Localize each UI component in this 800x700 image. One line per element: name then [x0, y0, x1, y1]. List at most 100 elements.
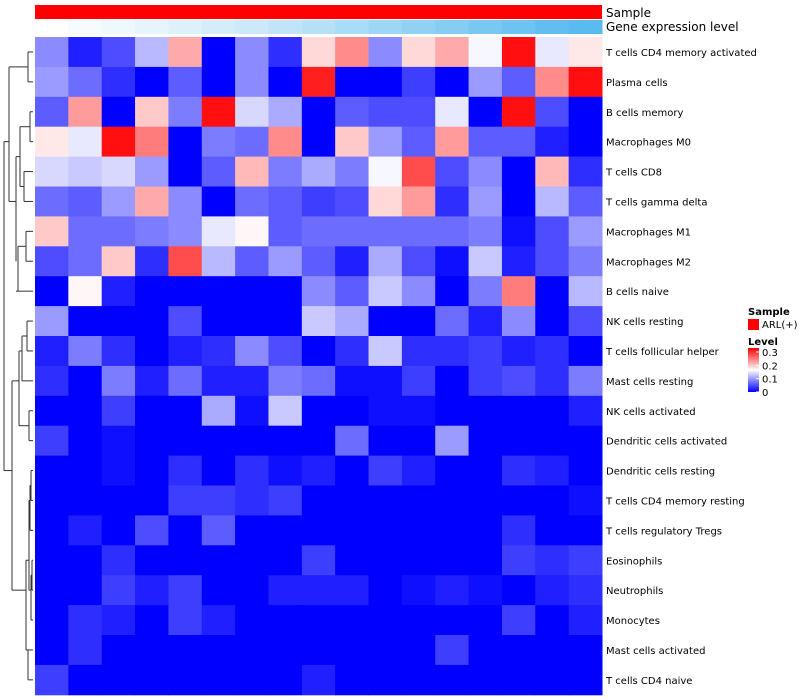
heatmap-cell [168, 156, 203, 187]
heatmap-cell [201, 664, 236, 696]
heatmap-cell [135, 96, 169, 128]
heatmap-cell [568, 455, 603, 486]
heatmap-cell [235, 96, 269, 128]
heatmap-cell [468, 306, 503, 337]
heatmap-cell [568, 575, 603, 606]
heatmap-cell [535, 246, 570, 277]
heatmap-cell [468, 605, 503, 636]
gene-bar-segment [501, 20, 536, 34]
heatmap-cell [401, 545, 436, 576]
heatmap-cell [335, 246, 370, 277]
heatmap-cell [135, 246, 169, 277]
heatmap-cell [535, 96, 570, 128]
heatmap-cell [68, 545, 103, 576]
row-label: T cells CD4 memory resting [605, 496, 745, 507]
heatmap-cell [501, 126, 536, 158]
heatmap-cell [535, 336, 570, 367]
heatmap-cell [301, 156, 336, 187]
heatmap-cell [35, 216, 69, 247]
heatmap-cell [268, 276, 303, 307]
heatmap-cell [168, 336, 203, 367]
heatmap-cell [501, 365, 536, 397]
heatmap-cell [501, 37, 536, 68]
heatmap-cell [568, 96, 603, 128]
heatmap-cell [535, 635, 570, 666]
heatmap-cell [368, 336, 403, 367]
heatmap-cell [268, 515, 303, 546]
gene-expression-annotation-bar [35, 20, 603, 34]
gene-bar-segment [468, 20, 503, 34]
heatmap-cell [135, 66, 169, 98]
heatmap-cell [568, 276, 603, 307]
heatmap-cell [235, 306, 269, 337]
heatmap-cell [135, 276, 169, 307]
heatmap-cell [135, 186, 169, 217]
heatmap-cell [535, 545, 570, 576]
heatmap-cell [335, 455, 370, 486]
heatmap-cell [335, 485, 370, 516]
heatmap-cell [301, 605, 336, 636]
heatmap-cell [135, 336, 169, 367]
heatmap-cell [168, 186, 203, 217]
heatmap-cell [268, 37, 303, 68]
heatmap-cell [301, 96, 336, 128]
heatmap-cell [235, 664, 269, 696]
heatmap-cell [135, 216, 169, 247]
heatmap-cell [101, 156, 136, 187]
heatmap-cell [235, 186, 269, 217]
heatmap-cell [335, 395, 370, 427]
heatmap-cell [568, 635, 603, 666]
heatmap-cell [268, 485, 303, 516]
heatmap-cell [468, 635, 503, 666]
heatmap-cell [268, 575, 303, 606]
heatmap-cell [101, 336, 136, 367]
heatmap-cell [101, 664, 136, 696]
heatmap-cell [201, 336, 236, 367]
annotation-bars: Sample Gene expression level [35, 5, 739, 34]
heatmap-cell [101, 216, 136, 247]
heatmap-cell [401, 186, 436, 217]
legend-tick-label: 0.1 [762, 375, 778, 386]
heatmap-cell [501, 545, 536, 576]
heatmap-cell [168, 455, 203, 486]
heatmap-cell [401, 515, 436, 546]
heatmap-cell [268, 605, 303, 636]
legend-tick-label: 0 [762, 388, 768, 399]
heatmap-cell [435, 575, 470, 606]
heatmap-cell [101, 605, 136, 636]
heatmap-cell [468, 276, 503, 307]
row-dendrogram [3, 51, 33, 681]
heatmap-cell [235, 425, 269, 457]
heatmap-cell [235, 545, 269, 576]
heatmap-cell [501, 306, 536, 337]
heatmap-cell [535, 575, 570, 606]
heatmap-cell [535, 365, 570, 397]
heatmap-cell [235, 575, 269, 606]
heatmap-cell [35, 664, 69, 696]
heatmap-cell [535, 515, 570, 546]
heatmap-cell [235, 395, 269, 427]
row-label: T cells follicular helper [605, 347, 720, 358]
row-label: NK cells activated [606, 407, 696, 418]
heatmap-cell [435, 156, 470, 187]
heatmap-cell [368, 66, 403, 98]
heatmap-cell [201, 246, 236, 277]
heatmap-cell [401, 485, 436, 516]
heatmap-cell [501, 605, 536, 636]
heatmap-cell [168, 425, 203, 457]
heatmap-cell [568, 246, 603, 277]
heatmap-cell [335, 515, 370, 546]
heatmap-cell [35, 635, 69, 666]
heatmap-cell [201, 365, 236, 397]
heatmap-cell [435, 425, 470, 457]
row-label: T cells gamma delta [605, 197, 707, 208]
heatmap-cell [435, 485, 470, 516]
heatmap-cell [568, 545, 603, 576]
sample-annotation-label: Sample [606, 6, 651, 20]
heatmap-cell [68, 306, 103, 337]
heatmap-cell [135, 605, 169, 636]
heatmap-cell [101, 186, 136, 217]
heatmap-cell [568, 156, 603, 187]
heatmap-cell [468, 515, 503, 546]
heatmap-cell [168, 37, 203, 68]
